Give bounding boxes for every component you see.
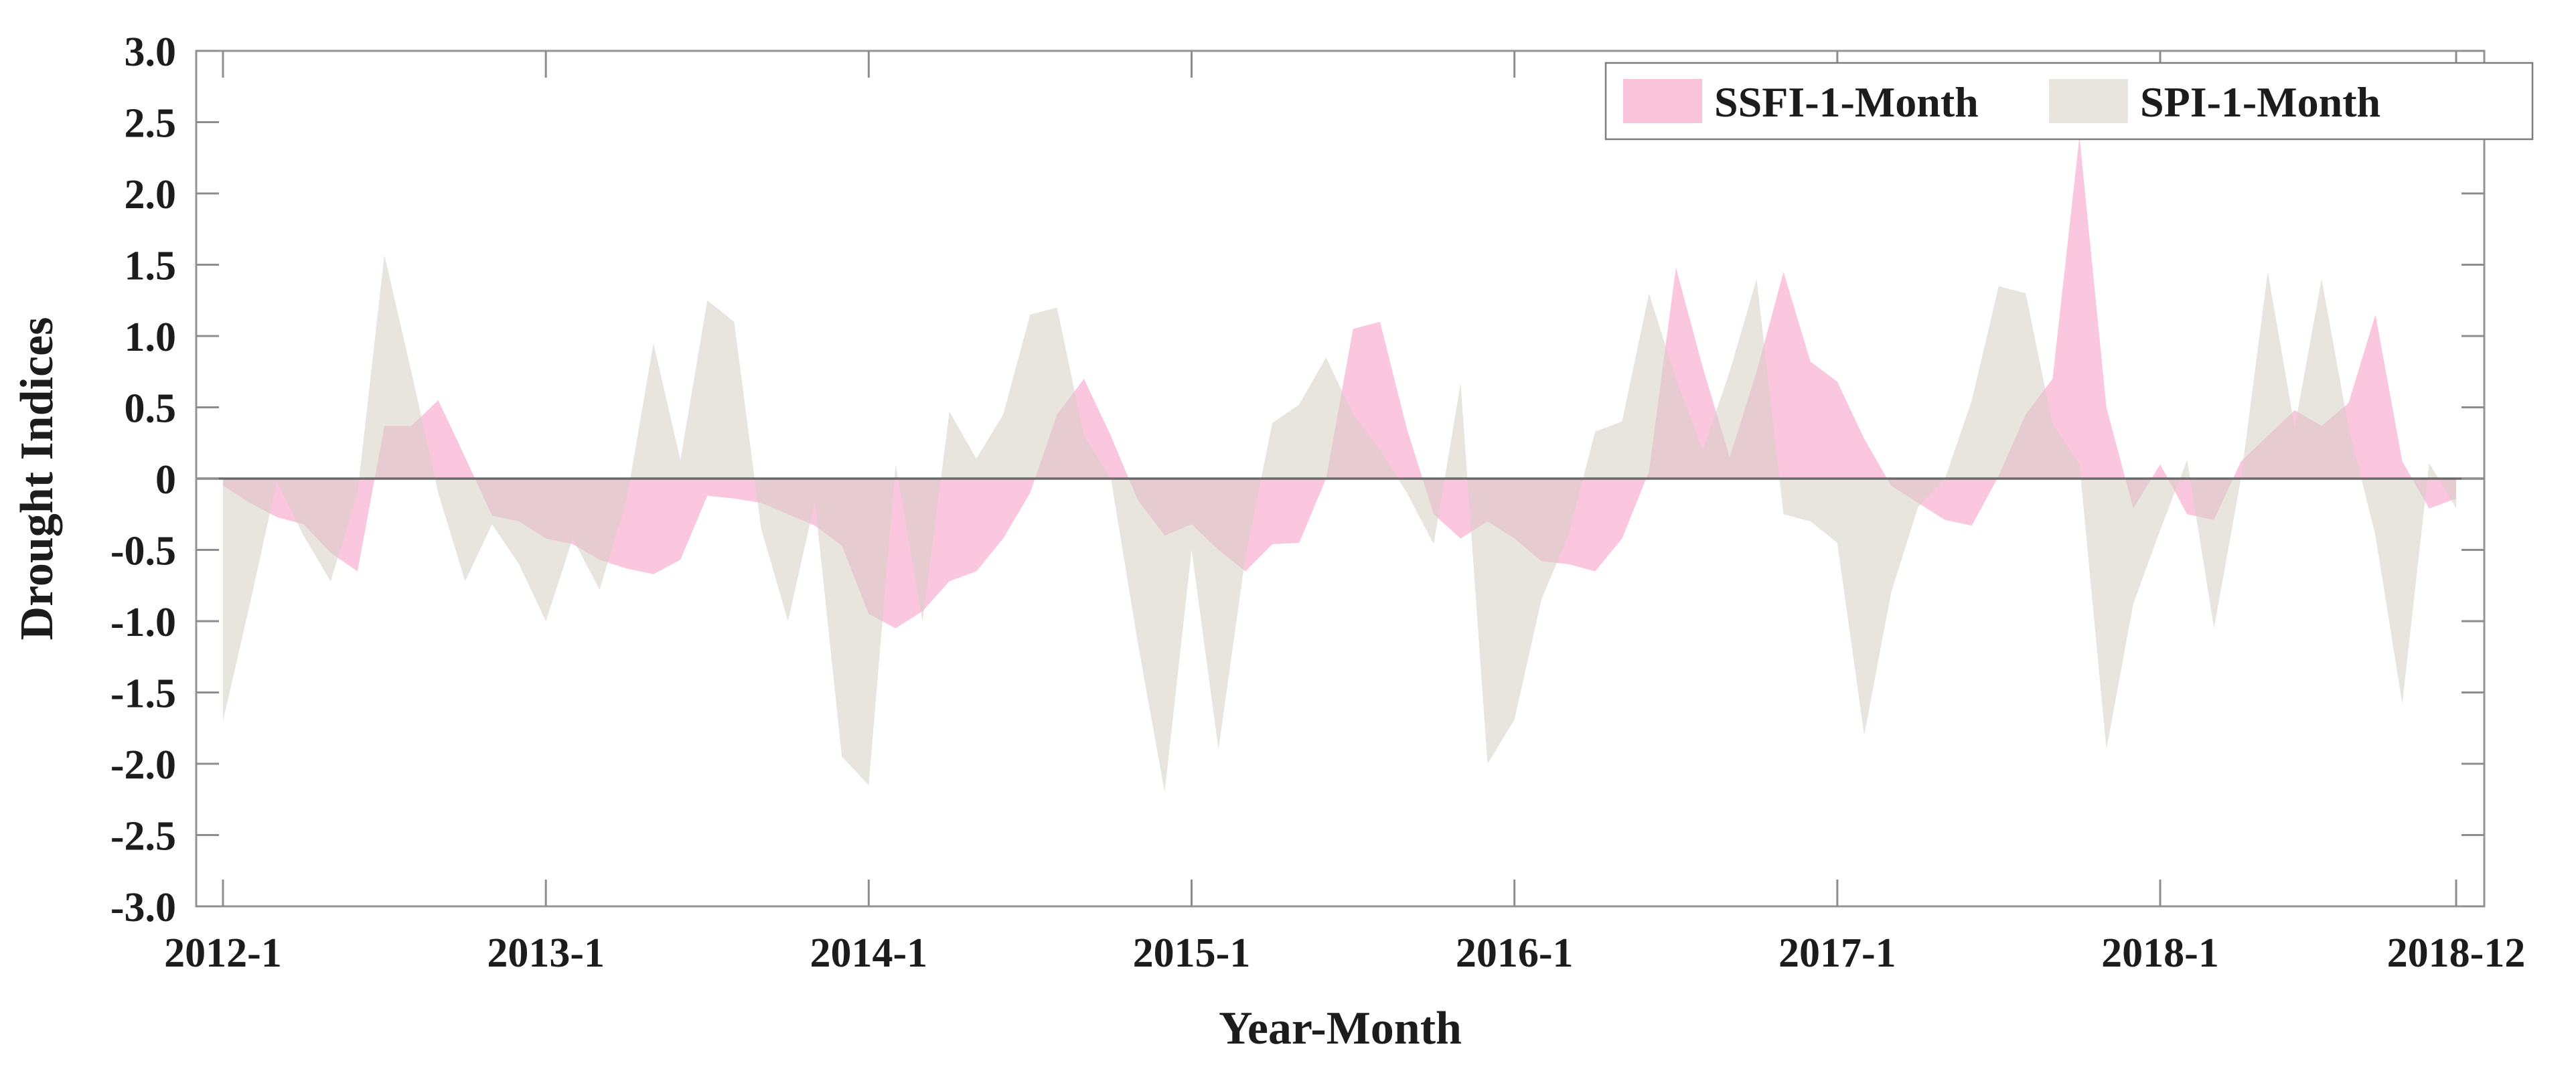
legend[interactable]: SSFI-1-Month SPI-1-Month: [1604, 62, 2534, 141]
spi-legend-label[interactable]: SPI-1-Month: [2140, 78, 2380, 126]
x-axis-tick-labels: 2012-1 2013-1 2014-1 2015-1 2016-1 2017-1 2018…: [164, 930, 2525, 976]
x-tick-label: 2016-1: [1456, 930, 1574, 976]
x-tick-label: 2017-1: [1778, 930, 1896, 976]
y-tick-label: 3.0: [125, 29, 177, 75]
y-axis-tick-labels: 3.0 2.5 2.0 1.5 1.0 0.5 0 -0.5 -1.0 -1.5 -2.0 -2.5 -…: [110, 29, 176, 930]
x-tick-label: 2013-1: [487, 930, 605, 976]
y-tick-label: 0: [155, 457, 176, 503]
x-tick-label: 2015-1: [1133, 930, 1251, 976]
y-axis-title: Drought Indices: [11, 317, 63, 641]
x-axis-title: Year-Month: [1219, 1003, 1462, 1054]
y-tick-label: 2.0: [125, 172, 177, 218]
y-tick-label: -1.5: [110, 671, 176, 717]
y-tick-label: 1.0: [125, 315, 177, 360]
y-tick-label: -3.0: [110, 885, 176, 930]
y-tick-label: 0.5: [125, 386, 177, 432]
y-tick-label: 1.5: [125, 244, 177, 289]
x-tick-label: 2018-1: [2101, 930, 2219, 976]
y-tick-label: -2.0: [110, 742, 176, 788]
axis-ticks: [196, 50, 2484, 908]
x-tick-label: 2012-1: [164, 930, 282, 976]
y-tick-label: -0.5: [110, 529, 176, 574]
ssfi-legend-swatch-icon: [1623, 79, 1702, 123]
ssfi-legend-label[interactable]: SSFI-1-Month: [1714, 78, 1979, 126]
spi-legend-swatch-icon: [2049, 79, 2128, 123]
y-tick-label: -1.0: [110, 600, 176, 645]
y-tick-label: 2.5: [125, 101, 177, 147]
x-tick-label: 2018-12: [2387, 930, 2526, 976]
x-tick-label: 2014-1: [810, 930, 928, 976]
y-tick-label: -2.5: [110, 814, 176, 859]
